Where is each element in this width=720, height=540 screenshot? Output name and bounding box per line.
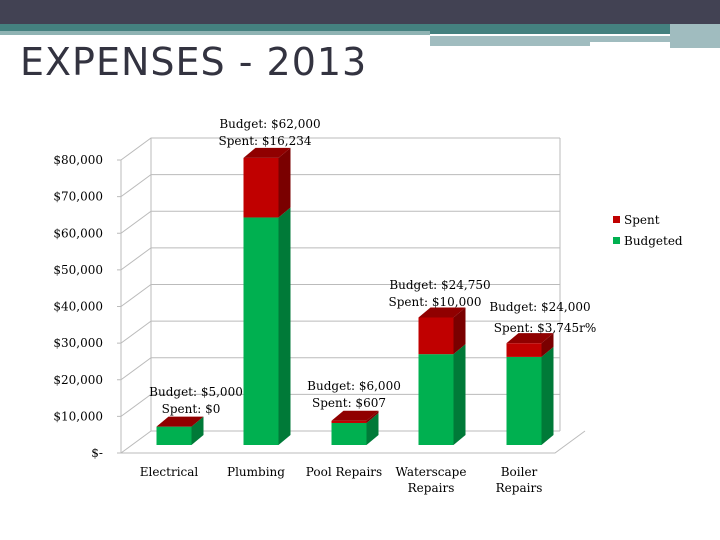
data-label-spent: Spent: $3,745r%	[494, 321, 597, 335]
legend-swatch-budgeted	[613, 237, 620, 244]
gridline	[120, 174, 560, 198]
bar-budgeted	[506, 356, 542, 445]
bar-top	[156, 416, 204, 427]
x-tick-label: Waterscape	[396, 465, 467, 479]
x-tick-label: Boiler	[501, 465, 538, 479]
y-tick-label: $-	[91, 446, 103, 460]
bar-side-spent	[453, 307, 466, 355]
bar-top	[418, 307, 466, 318]
data-label-spent: Spent: $0	[162, 402, 221, 416]
header-bar	[0, 0, 720, 24]
legend-label-spent: Spent	[624, 213, 660, 227]
bar-side-budgeted	[453, 344, 466, 445]
legend-swatch-spent	[613, 216, 620, 223]
bar-side-budgeted	[191, 416, 204, 445]
bar-side-budgeted	[366, 412, 379, 445]
header-stripe	[0, 24, 720, 34]
bar-budgeted	[331, 422, 367, 445]
bar-side-budgeted	[278, 207, 291, 445]
x-tick-label: Pool Repairs	[306, 465, 382, 479]
y-tick-label: $70,000	[53, 190, 103, 204]
y-tick-label: $10,000	[53, 409, 103, 423]
y-tick-label: $20,000	[53, 373, 103, 387]
bar-side-spent	[541, 333, 554, 357]
bar-spent	[418, 317, 454, 355]
bar-spent	[331, 420, 367, 423]
bar-spent	[506, 343, 542, 357]
gridline	[120, 357, 560, 381]
bar-budgeted	[156, 426, 192, 445]
bar-side-budgeted	[541, 346, 554, 445]
legend-label-budgeted: Budgeted	[624, 234, 683, 248]
bar-side-spent	[366, 410, 379, 423]
y-tick-label: $40,000	[53, 300, 103, 314]
gridline	[120, 137, 560, 161]
data-label-budget: Budget: $62,000	[219, 117, 320, 131]
bar-top	[331, 410, 379, 421]
y-tick-label: $80,000	[53, 153, 103, 167]
header-stripe-light	[0, 31, 430, 35]
x-tick-label: Repairs	[408, 481, 455, 495]
bar-top	[243, 147, 291, 158]
data-label-budget: Budget: $24,750	[389, 278, 490, 292]
data-label-budget: Budget: $6,000	[307, 379, 401, 393]
header-accent	[430, 36, 670, 42]
y-tick-label: $30,000	[53, 336, 103, 350]
header-accent-2	[430, 42, 590, 46]
floor-edge	[121, 430, 586, 454]
x-tick-label: Electrical	[140, 465, 199, 479]
data-label-spent: Spent: $16,234	[218, 134, 311, 148]
header-accent-3	[670, 24, 720, 48]
bar-spent	[243, 157, 279, 218]
data-label-budget: Budget: $5,000	[149, 385, 243, 399]
x-tick-label: Repairs	[496, 481, 543, 495]
bar-top	[506, 333, 554, 344]
slide-title: EXPENSES - 2013	[20, 40, 368, 84]
data-label-spent: Spent: $10,000	[388, 295, 481, 309]
data-label-spent: Spent: $607	[312, 396, 386, 410]
bar-budgeted	[243, 217, 279, 445]
bar-budgeted	[418, 354, 454, 445]
y-tick-label: $60,000	[53, 226, 103, 240]
x-tick-label: Plumbing	[227, 465, 285, 479]
gridline	[120, 247, 560, 271]
y-tick-label: $50,000	[53, 263, 103, 277]
gridline	[120, 210, 560, 234]
bar-side-spent	[278, 147, 291, 218]
data-label-budget: Budget: $24,000	[489, 300, 590, 314]
